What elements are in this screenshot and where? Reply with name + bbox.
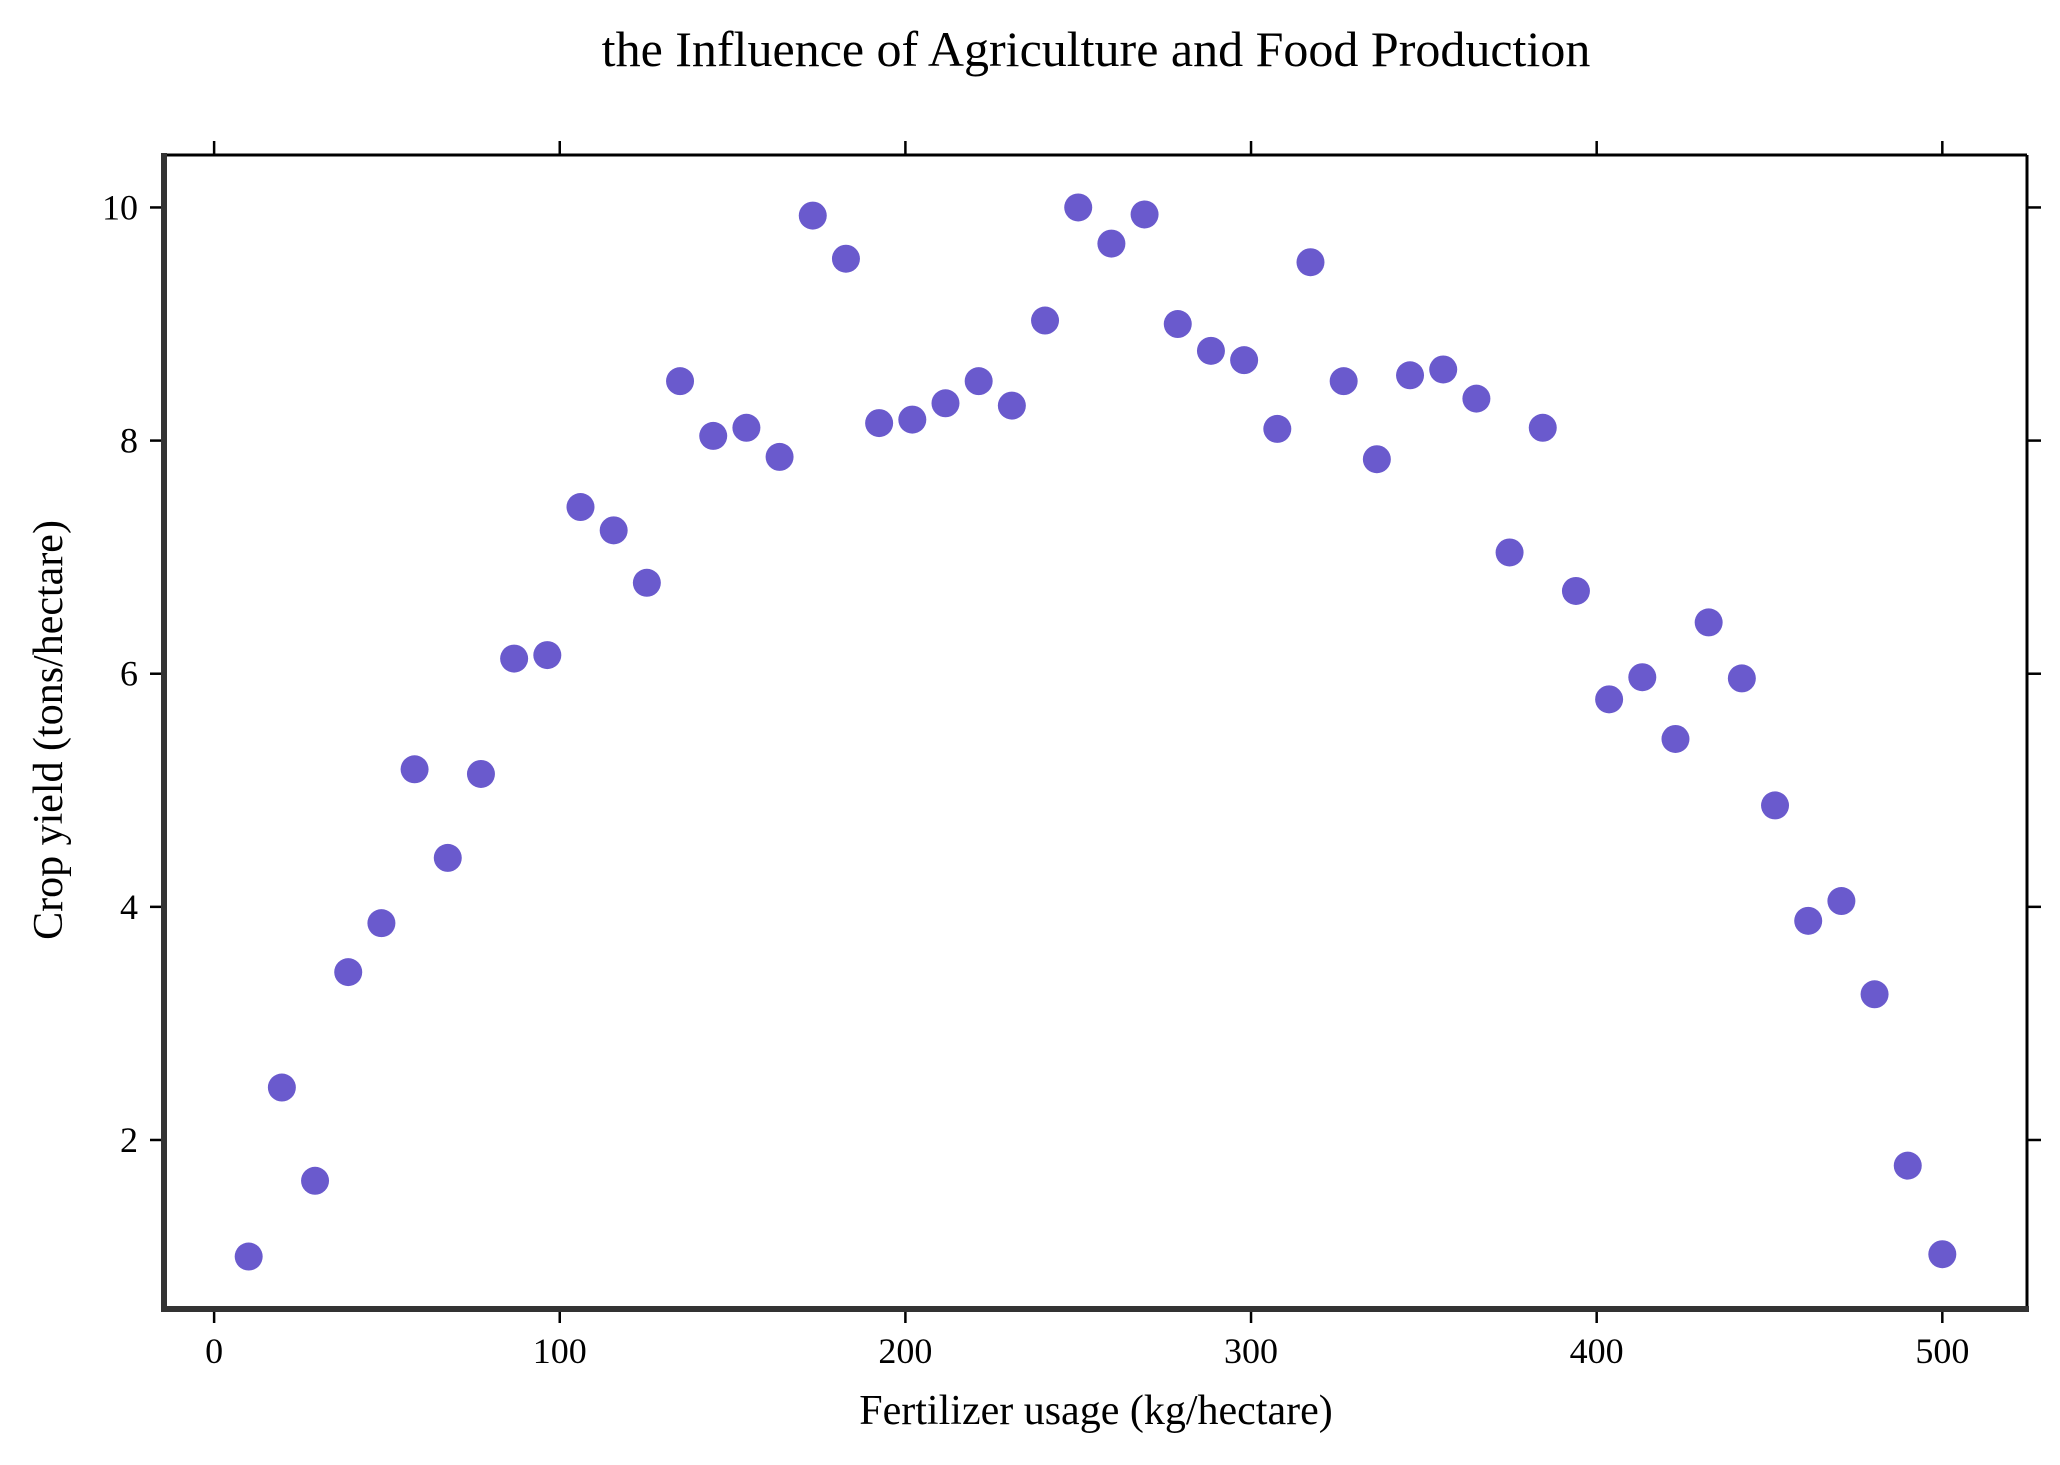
scatter-point xyxy=(732,413,761,442)
x-tick-label: 100 xyxy=(533,1331,587,1371)
scatter-point xyxy=(1263,414,1292,443)
scatter-point xyxy=(1429,355,1458,384)
scatter-point xyxy=(632,568,661,597)
scatter-point xyxy=(500,644,529,673)
scatter-point xyxy=(1860,980,1889,1009)
scatter-point xyxy=(765,442,794,471)
scatter-point xyxy=(1595,685,1624,714)
scatter-point xyxy=(798,201,827,230)
scatter-point xyxy=(267,1073,296,1102)
scatter-point xyxy=(1827,887,1856,916)
scatter-point xyxy=(466,759,495,788)
scatter-point xyxy=(964,367,993,396)
scatter-point xyxy=(931,389,960,418)
scatter-point xyxy=(566,493,595,522)
scatter-point xyxy=(1528,413,1557,442)
scatter-point xyxy=(1561,576,1590,605)
y-tick-label: 4 xyxy=(120,887,138,927)
scatter-point xyxy=(1694,608,1723,637)
x-tick-label: 0 xyxy=(205,1331,223,1371)
scatter-point xyxy=(367,909,396,938)
y-tick-label: 2 xyxy=(120,1120,138,1160)
x-tick-label: 500 xyxy=(1915,1331,1969,1371)
y-tick-label: 8 xyxy=(120,421,138,461)
scatter-point xyxy=(997,391,1026,420)
y-tick-label: 10 xyxy=(102,187,138,227)
x-tick-label: 200 xyxy=(878,1331,932,1371)
scatter-point xyxy=(1163,310,1192,339)
plot-frame xyxy=(161,153,2029,1312)
scatter-point xyxy=(831,244,860,273)
scatter-point xyxy=(1495,538,1524,567)
scatter-point xyxy=(1794,906,1823,935)
x-axis-label: Fertilizer usage (kg/hectare) xyxy=(859,1388,1332,1434)
scatter-point xyxy=(699,421,728,450)
scatter-point xyxy=(334,958,363,987)
scatter-point xyxy=(533,641,562,670)
scatter-point xyxy=(1296,248,1325,277)
axis-ticks: 0 100 200 300 400 500 2 4 6 8 10 xyxy=(102,141,2041,1371)
scatter-point xyxy=(898,405,927,434)
scatter-point xyxy=(301,1166,330,1195)
x-tick-label: 400 xyxy=(1570,1331,1624,1371)
scatter-point xyxy=(1727,664,1756,693)
scatter-point xyxy=(1628,663,1657,692)
scatter-point xyxy=(1097,229,1126,258)
scatter-point xyxy=(1928,1240,1957,1269)
scatter-point xyxy=(1064,193,1093,222)
scatter-point xyxy=(1196,336,1225,365)
scatter-point xyxy=(599,516,628,545)
scatter-point xyxy=(666,367,695,396)
scatter-point xyxy=(1031,306,1060,335)
y-tick-label: 6 xyxy=(120,654,138,694)
scatter-point xyxy=(1661,724,1690,753)
scatter-point xyxy=(1462,384,1491,413)
scatter-point xyxy=(1396,361,1425,390)
scatter-point xyxy=(1130,200,1159,229)
scatter-point xyxy=(1362,445,1391,474)
x-tick-label: 300 xyxy=(1224,1331,1278,1371)
scatter-point xyxy=(1893,1151,1922,1180)
scatter-point xyxy=(400,755,429,784)
y-axis-label: Crop yield (tons/hectare) xyxy=(26,520,72,940)
chart-title: the Influence of Agriculture and Food Pr… xyxy=(602,21,1591,77)
data-points xyxy=(234,193,1957,1271)
scatter-point xyxy=(1761,791,1790,820)
scatter-point xyxy=(234,1242,263,1271)
scatter-point xyxy=(1329,367,1358,396)
scatter-point xyxy=(865,409,894,438)
scatter-point xyxy=(1230,346,1259,375)
scatter-point xyxy=(433,843,462,872)
